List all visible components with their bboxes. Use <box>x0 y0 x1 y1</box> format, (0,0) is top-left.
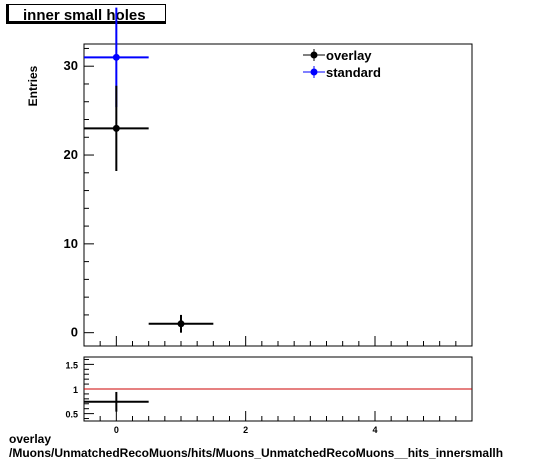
main-frame <box>83 43 473 347</box>
footer-line-1: overlay <box>9 432 52 446</box>
main-y-tick-label: 0 <box>71 325 78 340</box>
main-y-tick-label: 30 <box>64 58 78 73</box>
main-y-tick-label: 10 <box>64 236 78 251</box>
legend-marker-standard <box>310 68 318 76</box>
footer-caption: overlay /Muons/UnmatchedRecoMuons/hits/M… <box>9 432 503 460</box>
ratio-x-tick-label: 4 <box>372 425 377 435</box>
main-y-tick-label: 20 <box>64 147 78 162</box>
series-overlay-point-marker <box>177 320 185 328</box>
footer-line-2: /Muons/UnmatchedRecoMuons/hits/Muons_Unm… <box>9 446 504 460</box>
ratio-x-tick-label: 2 <box>243 425 248 435</box>
ratio-x-tick-label: 0 <box>114 425 119 435</box>
legend-label-standard: standard <box>326 65 381 80</box>
legend-label-overlay: overlay <box>326 48 372 63</box>
legend-marker-overlay <box>310 51 318 59</box>
plot-title: inner small holes <box>23 7 146 24</box>
ratio-y-tick-label: 1 <box>73 385 78 395</box>
ratio-y-tick-label: 0.5 <box>65 410 78 420</box>
series-standard-point-marker <box>112 53 120 61</box>
title-box: inner small holes <box>6 4 166 24</box>
ratio-y-tick-label: 1.5 <box>65 360 78 370</box>
series-overlay-point-marker <box>112 124 120 132</box>
y-axis-label: Entries <box>26 65 40 106</box>
